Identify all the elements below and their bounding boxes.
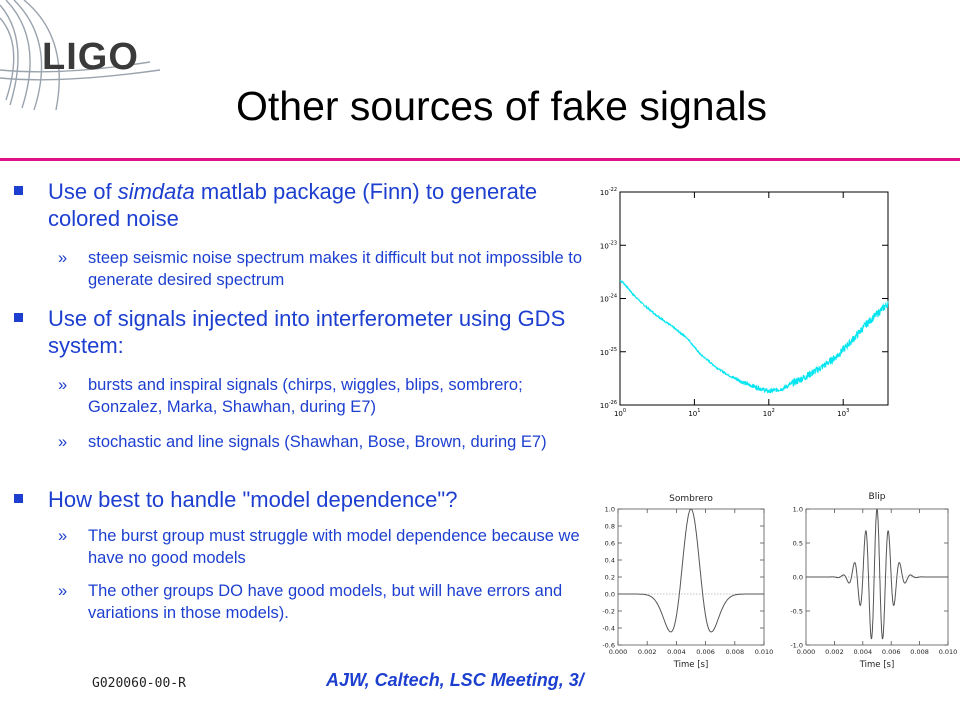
y-tick-label: 0.0 [605,591,615,599]
blip-chart: Blip -1.0 -0.5 0.0 0.5 1.0 0.000 0.002 0.004 0.0… [790,492,958,670]
sombrero-title: Sombrero [669,494,713,504]
sombrero-chart: Sombrero -0.6 -0.4 -0.2 0.0 0.2 0.4 0.6 0.8 1.0 0… [602,494,774,670]
sub-bullet-marker-icon: » [58,527,68,545]
x-tick-label: 0.002 [638,648,657,656]
x-tick-label: 0.008 [910,648,929,656]
bullet-text: How best to handle "model dependence"? [48,487,458,512]
y-tick-label: 0.8 [605,523,615,531]
bullet-emphasis: simdata [117,179,195,204]
y-tick-label: 0.0 [793,574,803,582]
sombrero-plot-frame [617,508,765,646]
sombrero-series-line [618,508,764,633]
x-tick-label: 0.010 [939,648,958,656]
sub-bullet-2-1: » bursts and inspiral signals (chirps, w… [58,374,583,418]
y-tick-label: 1.0 [793,506,803,514]
sub-bullet-3-2: » The other groups DO have good models, … [58,580,583,624]
y-tick-label: 1.0 [605,506,615,514]
logo-text: LIGO [42,36,139,78]
tick-label: 10-23 [600,240,617,250]
sub-bullet-text: The burst group must struggle with model… [88,527,580,567]
x-tick-label: 0.006 [696,648,715,656]
y-tick-label: -0.2 [602,608,615,616]
y-tick-label: -1.0 [790,642,803,650]
x-tick-label: 0.002 [825,648,844,656]
blip-xlabel: Time [s] [859,660,895,670]
x-tick-label: 0.000 [609,648,628,656]
y-tick-label: -0.6 [602,642,615,650]
sub-bullet-text: The other groups DO have good models, bu… [88,582,563,622]
x-tick-label: 0.008 [725,648,744,656]
sub-bullet-marker-icon: » [58,433,68,451]
sub-bullet-1-1: » steep seismic noise spectrum makes it … [58,247,583,291]
sub-bullet-marker-icon: » [58,582,68,600]
tick-label: 101 [688,408,700,418]
bullet-3: How best to handle "model dependence"? [14,486,578,513]
bullet-text: Use of signals injected into interferome… [48,306,566,358]
y-tick-label: 0.2 [605,574,615,582]
document-id: G020060-00-R [92,676,186,691]
tick-label: 10-26 [600,400,617,410]
tick-label: 10-25 [600,347,617,357]
bullet-text: matlab package (Finn) to generate colore… [48,179,538,231]
title-rule [0,158,960,161]
x-tick-label: 0.010 [755,648,774,656]
footer-credit: AJW, Caltech, LSC Meeting, 3/ [326,670,584,690]
y-tick-label: -0.4 [602,625,615,633]
x-tick-label: 0.006 [882,648,901,656]
sub-bullet-2-2: » stochastic and line signals (Shawhan, … [58,431,583,453]
logo-swoosh-icon [0,0,161,111]
square-bullet-icon [14,186,23,195]
tick-label: 10-24 [600,294,617,304]
sub-bullet-marker-icon: » [58,249,68,267]
square-bullet-icon [14,494,23,503]
bullet-text: Use of [48,179,118,204]
sub-bullet-marker-icon: » [58,376,68,394]
x-tick-label: 0.000 [797,648,816,656]
sombrero-xlabel: Time [s] [673,660,709,670]
blip-title: Blip [869,492,886,502]
x-tick-label: 0.004 [853,648,872,656]
y-tick-label: 0.5 [793,540,803,548]
bullet-2: Use of signals injected into interferome… [14,305,578,359]
ligo-logo: LIGO [0,0,200,111]
spectrum-plot-frame [619,191,889,406]
slide-title: Other sources of fake signals [236,83,767,129]
x-tick-label: 0.004 [667,648,686,656]
tick-label: 103 [837,408,849,418]
sub-bullet-text: steep seismic noise spectrum makes it di… [88,249,582,289]
sub-bullet-text: stochastic and line signals (Shawhan, Bo… [88,433,547,451]
tick-label: 102 [763,408,775,418]
y-tick-label: 0.6 [605,540,615,548]
tick-label: 100 [614,408,626,418]
y-tick-label: 0.4 [605,557,615,565]
spectrum-series-line [619,279,889,394]
bullet-1: Use of simdata matlab package (Finn) to … [14,178,578,232]
sub-bullet-text: bursts and inspiral signals (chirps, wig… [88,376,523,416]
y-tick-label: -0.5 [790,608,803,616]
square-bullet-icon [14,313,23,322]
tick-label: 10-22 [600,187,617,197]
blip-series-line [806,508,948,640]
sub-bullet-3-1: » The burst group must struggle with mod… [58,525,583,569]
